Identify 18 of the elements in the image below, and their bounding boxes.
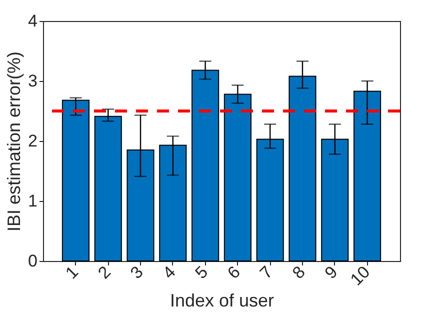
x-tick-label: 8 <box>288 262 309 283</box>
x-tick-label: 5 <box>192 262 212 283</box>
y-tick-label: 4 <box>28 12 38 30</box>
x-axis-title: Index of user <box>170 290 274 311</box>
x-tick-label: 1 <box>62 262 82 283</box>
x-tick-label: 4 <box>159 262 180 283</box>
y-axis-title: IBI estimation error(%) <box>4 51 24 232</box>
x-tick-label: 7 <box>256 262 276 283</box>
x-tick-label: 9 <box>321 262 342 283</box>
x-tick-label: 10 <box>346 262 374 290</box>
y-tick-label: 3 <box>28 72 38 90</box>
x-tick-label: 3 <box>126 262 147 283</box>
bar <box>62 100 90 262</box>
y-tick-label: 0 <box>28 252 38 270</box>
y-tick-label: 2 <box>28 132 38 150</box>
x-tick-label: 6 <box>224 262 244 283</box>
y-tick-label: 1 <box>28 192 38 210</box>
x-tick-label: 2 <box>94 262 114 283</box>
